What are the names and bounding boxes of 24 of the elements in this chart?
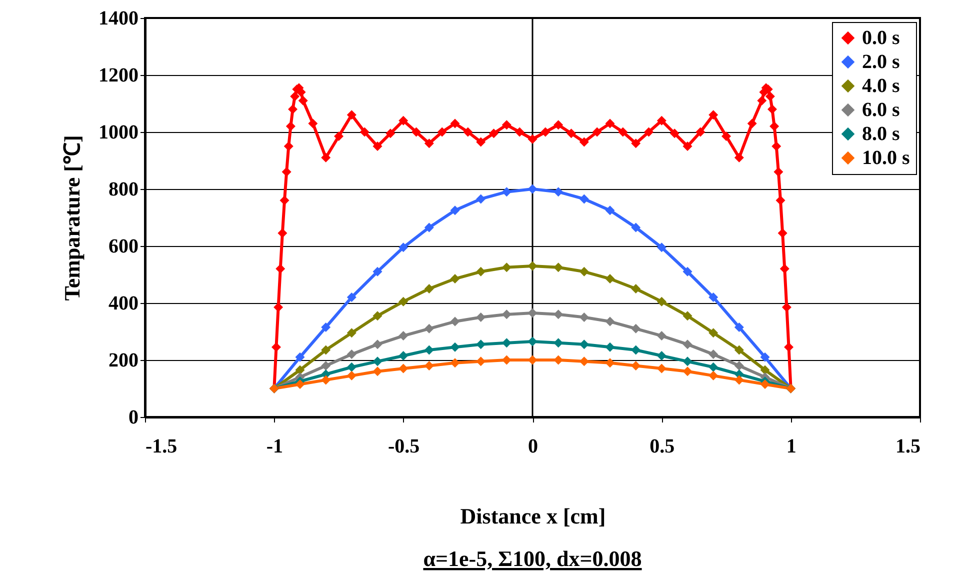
y-tick-label: 600 xyxy=(108,236,138,258)
text: α=1e-5, Σ100, dx=0.008 xyxy=(423,546,642,571)
y-tick-label: 0 xyxy=(128,406,138,428)
legend-label: 10.0 s xyxy=(862,147,910,169)
y-tick-label: 400 xyxy=(108,292,138,314)
x-tick-label: 1 xyxy=(786,436,796,458)
y-tick-label: 1200 xyxy=(98,64,138,86)
legend-label: 6.0 s xyxy=(862,99,900,121)
y-tick-label: 1400 xyxy=(98,8,138,30)
x-tick-label: 0 xyxy=(528,436,538,458)
x-tick-label: -1.5 xyxy=(146,436,178,458)
legend-label: 4.0 s xyxy=(862,75,900,97)
y-tick-label: 800 xyxy=(108,178,138,200)
y-axis-title: Temparature [℃] xyxy=(60,135,84,301)
y-tick-label: 200 xyxy=(108,350,138,372)
x-tick-label: -0.5 xyxy=(388,436,420,458)
legend-label: 0.0 s xyxy=(862,27,900,49)
x-axis-title: Distance x [cm] xyxy=(460,504,606,528)
y-tick-label: 1000 xyxy=(98,122,138,144)
legend-label: 8.0 s xyxy=(862,123,900,145)
x-tick-label: 0.5 xyxy=(650,436,675,458)
x-tick-label: 1.5 xyxy=(896,436,920,458)
legend-label: 2.0 s xyxy=(862,51,900,73)
x-tick-label: -1 xyxy=(266,436,284,458)
